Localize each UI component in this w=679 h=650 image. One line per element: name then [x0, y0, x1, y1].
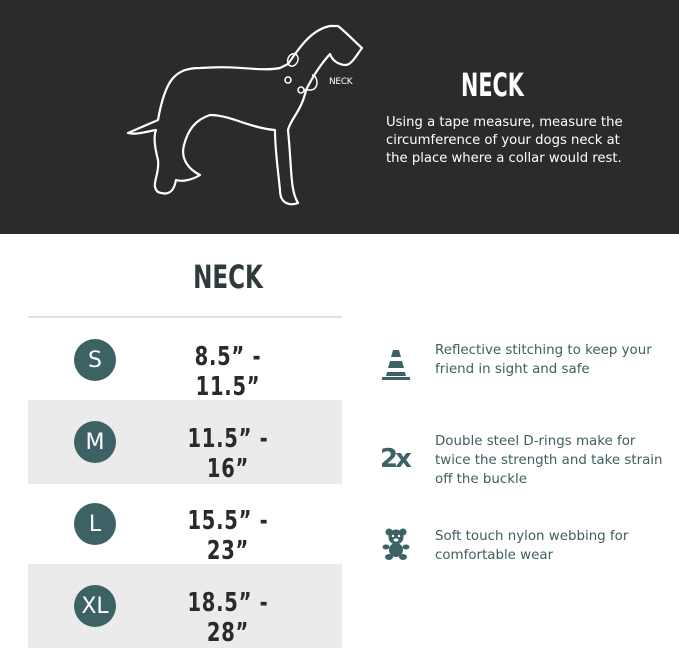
size-range: 8.5” - 11.5” — [194, 342, 262, 402]
feature-text: Reflective stitching to keep your friend… — [435, 343, 652, 377]
2x-icon: 2x — [380, 444, 412, 474]
size-badge: L — [74, 503, 116, 545]
size-range: 18.5” - 28” — [187, 588, 269, 648]
size-row: S 8.5” - 11.5” — [28, 318, 342, 402]
size-range: 11.5” - 16” — [187, 424, 269, 484]
size-row: M 11.5” - 16” — [28, 400, 342, 484]
dog-outline-icon — [126, 24, 364, 206]
teddy-bear-icon — [382, 528, 410, 560]
hero-description: Using a tape measure, measure the circum… — [386, 115, 623, 166]
traffic-cone-icon — [382, 350, 410, 380]
hero-banner: NECK NECK Using a tape measure, measure … — [0, 0, 679, 234]
size-badge: S — [74, 339, 116, 381]
feature-text: Double steel D-rings make for twice the … — [435, 434, 663, 487]
size-row: L 15.5” - 23” — [28, 482, 342, 566]
size-range: 15.5” - 23” — [187, 506, 269, 566]
size-badge: M — [74, 421, 116, 463]
dog-neck-label: NECK — [329, 77, 353, 87]
divider — [28, 316, 342, 318]
size-row: XL 18.5” - 28” — [28, 564, 342, 648]
feature-text: Soft touch nylon webbing for comfortable… — [435, 529, 629, 563]
hero-title: NECK — [461, 66, 524, 104]
size-badge: XL — [74, 585, 116, 627]
size-table-title: NECK — [193, 258, 263, 296]
